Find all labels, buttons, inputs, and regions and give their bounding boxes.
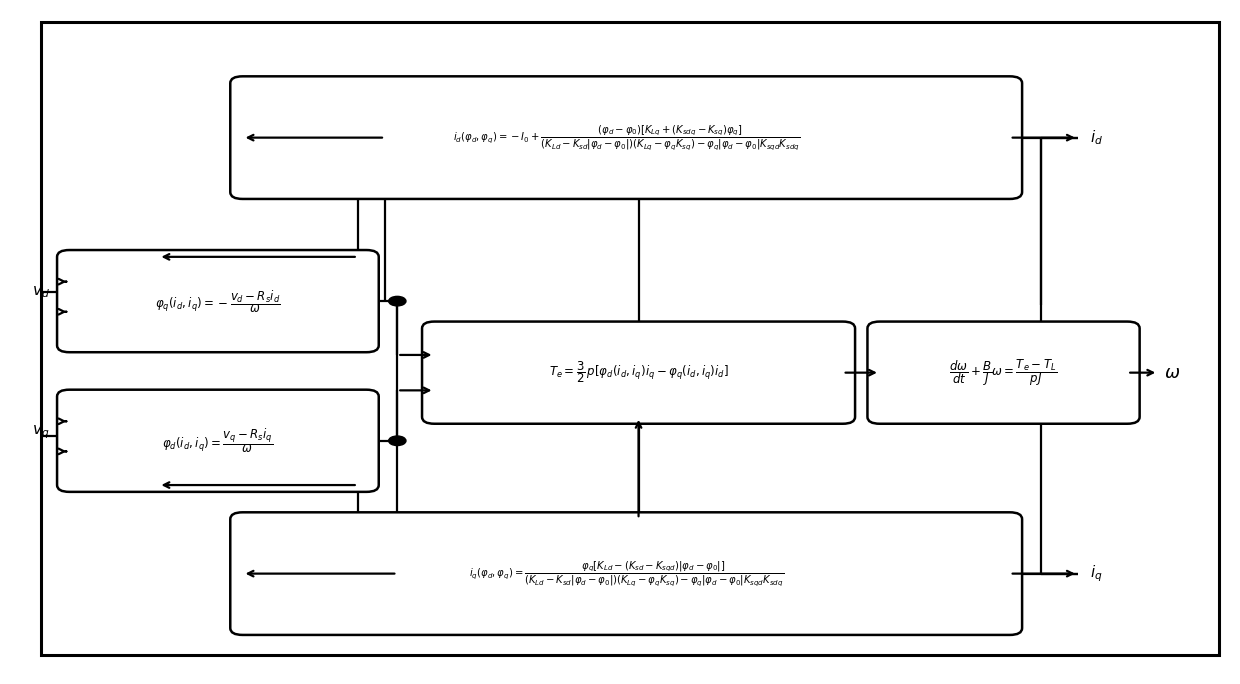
Text: $i_q$: $i_q$ xyxy=(1090,564,1102,584)
FancyBboxPatch shape xyxy=(231,77,1022,199)
Text: $T_e=\dfrac{3}{2}\,p[\varphi_d(i_d,i_q)i_q-\varphi_q(i_d,i_q)i_d]$: $T_e=\dfrac{3}{2}\,p[\varphi_d(i_d,i_q)i… xyxy=(548,360,729,386)
Text: $i_q(\varphi_d,\varphi_q)=\dfrac{\varphi_q[K_{Ld}-(K_{sd}-K_{sqd})|\varphi_d-\va: $i_q(\varphi_d,\varphi_q)=\dfrac{\varphi… xyxy=(469,560,784,588)
FancyBboxPatch shape xyxy=(868,321,1140,424)
Circle shape xyxy=(388,436,405,445)
Circle shape xyxy=(388,296,405,306)
Text: $\varphi_d(i_d,i_q)=\dfrac{v_q-R_s i_q}{\omega}$: $\varphi_d(i_d,i_q)=\dfrac{v_q-R_s i_q}{… xyxy=(162,426,274,456)
Text: $\dfrac{d\omega}{dt}+\dfrac{B}{J}\omega=\dfrac{T_e-T_L}{pJ}$: $\dfrac{d\omega}{dt}+\dfrac{B}{J}\omega=… xyxy=(950,357,1058,388)
FancyBboxPatch shape xyxy=(422,321,856,424)
Text: $v_q$: $v_q$ xyxy=(32,423,50,440)
Text: $v_d$: $v_d$ xyxy=(32,285,50,300)
FancyBboxPatch shape xyxy=(57,390,378,492)
Text: $\omega$: $\omega$ xyxy=(1164,364,1180,382)
Text: $i_d(\varphi_d,\varphi_q)=-I_0+\dfrac{(\varphi_d-\varphi_0)[K_{Lq}+(K_{sdq}-K_{s: $i_d(\varphi_d,\varphi_q)=-I_0+\dfrac{(\… xyxy=(453,123,800,152)
Text: $\varphi_q(i_d,i_q)=-\dfrac{v_d-R_s i_d}{\omega}$: $\varphi_q(i_d,i_q)=-\dfrac{v_d-R_s i_d}… xyxy=(155,288,280,315)
FancyBboxPatch shape xyxy=(57,250,378,352)
FancyBboxPatch shape xyxy=(231,512,1022,635)
Text: $i_d$: $i_d$ xyxy=(1090,129,1104,147)
